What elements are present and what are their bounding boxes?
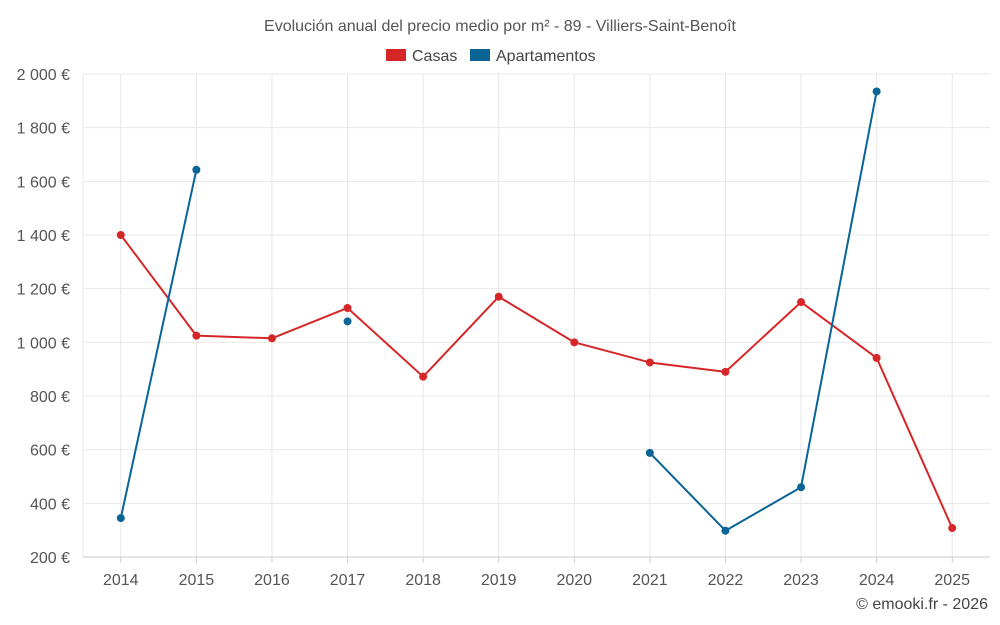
y-tick-label: 1 400 € [17,228,70,245]
data-point-apartamentos-2021[interactable] [645,448,654,457]
data-point-casas-2025[interactable] [948,524,957,533]
credit-text: © emooki.fr - 2026 [856,596,988,613]
plot-area [116,87,957,535]
x-tick-label: 2025 [934,572,970,589]
y-tick-label: 200 € [30,550,70,567]
series-apartamentos [116,87,881,535]
x-tick-label: 2024 [859,572,895,589]
data-point-casas-2023[interactable] [797,298,806,307]
data-point-apartamentos-2017[interactable] [343,317,352,326]
legend-swatch-apartamentos [470,49,490,61]
data-point-apartamentos-2014[interactable] [116,514,125,523]
data-point-casas-2015[interactable] [192,331,201,340]
series-line-apartamentos [649,91,878,532]
y-tick-label: 1 000 € [17,335,70,352]
legend-label-apartamentos: Apartamentos [496,48,596,65]
y-tick-label: 800 € [30,389,70,406]
legend-swatch-casas [386,49,406,61]
x-tick-label: 2022 [708,572,744,589]
x-tick-label: 2021 [632,572,668,589]
data-point-casas-2021[interactable] [645,358,654,367]
data-point-apartamentos-2022[interactable] [721,526,730,535]
data-point-casas-2020[interactable] [570,338,579,347]
legend-item-casas[interactable]: Casas [386,48,457,65]
x-tick-label: 2016 [254,572,290,589]
x-axis: 2014 2015 2016 2017 2018 2019 2020 2021 2022 2023… [83,556,990,589]
y-tick-label: 1 600 € [17,174,70,191]
data-point-casas-2024[interactable] [872,353,881,362]
gridlines [82,73,990,557]
data-point-casas-2019[interactable] [494,292,503,301]
legend: Casas Apartamentos [386,48,596,65]
x-tick-label: 2014 [103,572,139,589]
x-tick-label: 2017 [330,572,366,589]
data-point-casas-2016[interactable] [267,334,276,343]
y-tick-label: 2 000 € [17,67,70,84]
data-point-apartamentos-2023[interactable] [797,483,806,492]
data-point-apartamentos-2015[interactable] [192,165,201,174]
y-tick-label: 1 800 € [17,121,70,138]
x-tick-label: 2018 [405,572,441,589]
series-line-casas [119,234,954,529]
series-line-apartamentos [119,169,198,519]
y-tick-label: 400 € [30,496,70,513]
x-tick-label: 2020 [556,572,592,589]
y-tick-label: 600 € [30,443,70,460]
x-tick-label: 2019 [481,572,517,589]
y-tick-label: 1 200 € [17,282,70,299]
y-axis: 200 € 400 € 600 € 800 € 1 000 € 1 200 € 1 400 … [17,67,70,567]
data-point-casas-2018[interactable] [419,372,428,381]
x-tick-label: 2015 [179,572,215,589]
legend-item-apartamentos[interactable]: Apartamentos [470,48,596,65]
data-point-casas-2014[interactable] [116,231,125,239]
legend-label-casas: Casas [412,48,457,65]
x-tick-label: 2023 [783,572,819,589]
data-point-casas-2017[interactable] [343,303,352,312]
series-casas [116,231,957,533]
chart-title: Evolución anual del precio medio por m² … [264,18,736,35]
data-point-casas-2022[interactable] [721,367,730,376]
data-point-apartamentos-2024[interactable] [872,87,881,96]
